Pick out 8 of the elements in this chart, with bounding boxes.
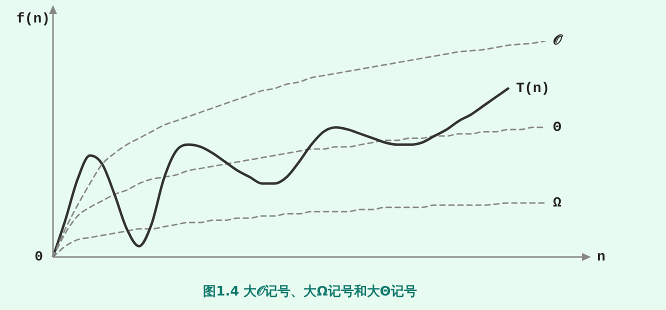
series-label: 𝒪 [553,32,563,50]
series-label: Ω [553,196,562,212]
series-label: T(n) [516,81,550,98]
series-label: Θ [553,120,562,136]
y-axis-title: f(n) [16,12,50,28]
x-axis-title: n [597,250,606,266]
text: 0 [34,250,43,266]
text: 图1.4 大𝒪记号、大Ω记号和大Θ记号 [203,283,417,300]
